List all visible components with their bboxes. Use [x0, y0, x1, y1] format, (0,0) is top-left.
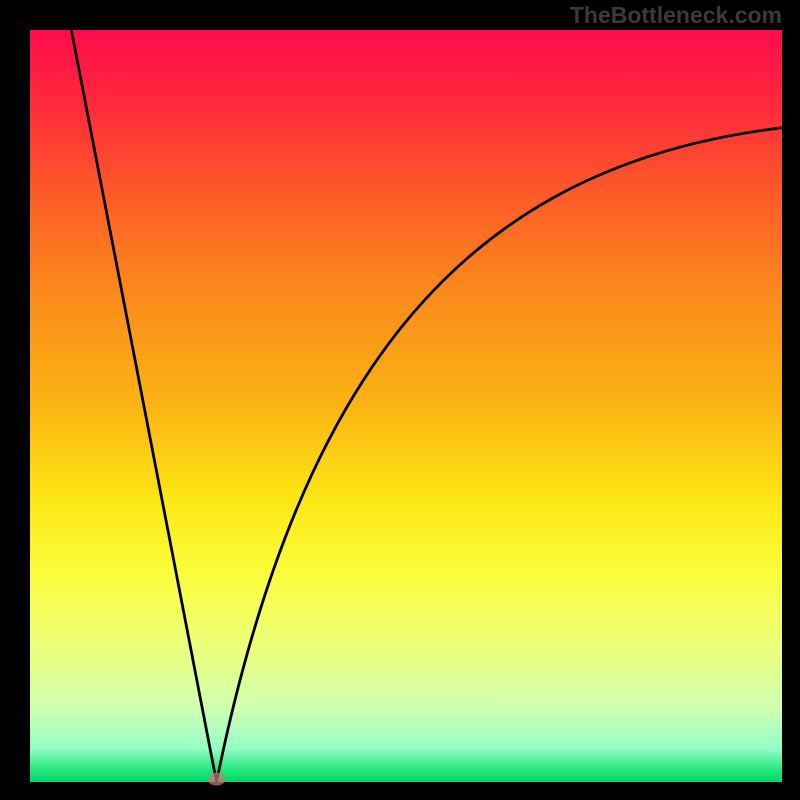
watermark-text: TheBottleneck.com — [570, 2, 782, 29]
plot-area — [30, 30, 782, 782]
chart-frame: TheBottleneck.com — [0, 0, 800, 800]
